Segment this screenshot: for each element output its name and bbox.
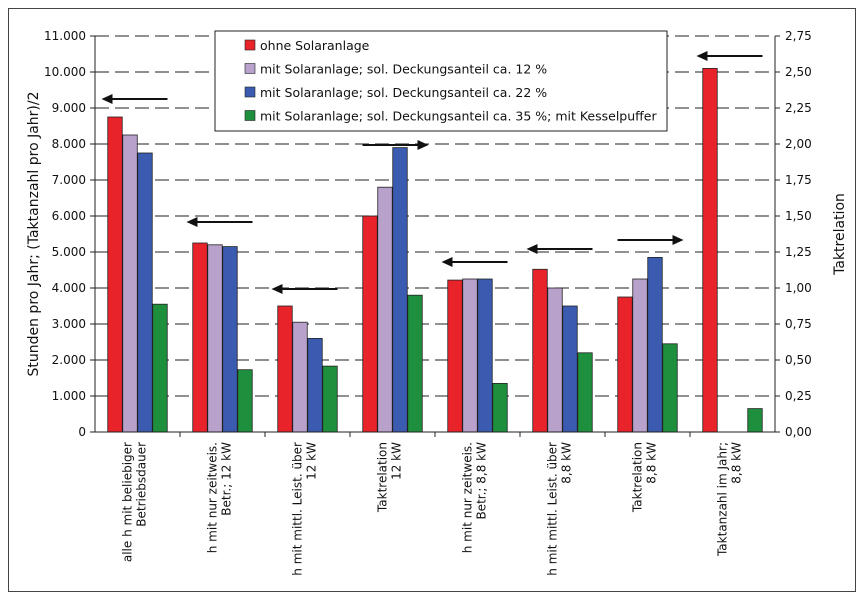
bar	[222, 246, 238, 433]
y2-tick-label: 0,75	[785, 317, 812, 331]
bars	[107, 68, 763, 433]
legend-swatch	[244, 39, 256, 51]
legend-swatch	[244, 110, 256, 121]
axis-arrowhead	[696, 51, 708, 61]
y2-tick-label: 1,50	[785, 209, 812, 223]
y2-tick-label: 1,00	[785, 281, 812, 295]
bar	[617, 296, 633, 433]
y2-tick-label: 1,25	[785, 245, 812, 259]
bar	[632, 278, 648, 433]
bar	[662, 343, 678, 433]
axis-arrowhead	[441, 257, 453, 267]
bar	[237, 369, 253, 433]
x-tick-label: h mit nur zeitweis.	[206, 442, 220, 553]
y-tick-label: 10.000	[44, 65, 86, 79]
legend-label: ohne Solaranlage	[260, 38, 370, 53]
x-tick-label: 8,8 kW	[560, 442, 574, 484]
bar	[547, 287, 563, 433]
x-tick-label: Taktrelation	[376, 442, 390, 513]
legend-label: mit Solaranlage; sol. Deckungsanteil ca.…	[260, 62, 547, 77]
axis-arrowhead	[672, 235, 684, 245]
bar	[702, 68, 718, 433]
y2-tick-label: 2,50	[785, 65, 812, 79]
y-tick-label: 3.000	[52, 317, 86, 331]
x-tick-label: h mit mittl. Leist. über	[546, 442, 560, 576]
y-tick-label: 2.000	[52, 353, 86, 367]
bar	[107, 116, 123, 433]
y-tick-label: 7.000	[52, 173, 86, 187]
y2-tick-label: 2,75	[785, 29, 812, 43]
bar	[377, 186, 393, 433]
x-tick-label: Betr.; 12 kW	[220, 442, 234, 516]
bar	[122, 134, 138, 433]
bar	[392, 147, 408, 433]
chart-frame: 0 1.000 2.000 3.000 4.000 5.000 6.000 7.000 8.00…	[8, 8, 856, 592]
x-tick-label: h mit nur zeitweis.	[461, 442, 475, 553]
legend-label: mit Solaranlage; sol. Deckungsanteil ca.…	[260, 85, 547, 100]
x-tick-label: 12 kW	[390, 442, 404, 480]
axis-arrowhead	[271, 284, 283, 294]
bar	[562, 305, 578, 433]
legend: ohne Solaranlage mit Solaranlage; sol. De…	[214, 30, 668, 132]
legend-swatch	[244, 63, 256, 74]
legend-box	[214, 30, 668, 132]
x-tick-label: Betriebsdauer	[135, 442, 149, 527]
chart-svg: 0 1.000 2.000 3.000 4.000 5.000 6.000 7.000 8.00…	[26, 29, 848, 576]
axis-arrowhead	[526, 244, 538, 254]
bar	[307, 337, 323, 433]
bar	[447, 279, 463, 433]
axis-arrows	[101, 51, 763, 294]
y2-tick-label: 1,75	[785, 173, 812, 187]
bar	[492, 382, 508, 433]
y2-tick-label: 2,00	[785, 137, 812, 151]
y-tick-label: 4.000	[52, 281, 86, 295]
x-tick-label: 12 kW	[305, 442, 319, 480]
bar	[277, 305, 293, 433]
bar	[207, 244, 223, 433]
bar	[152, 303, 168, 433]
bar	[647, 256, 663, 433]
y-tick-label: 5.000	[52, 245, 86, 259]
bar	[477, 278, 493, 433]
bar	[137, 152, 153, 433]
y-tick-label: 11.000	[44, 29, 86, 43]
x-tick-labels: alle h mit beliebiger Betriebsdauer h mit …	[121, 442, 744, 576]
x-tick-label: Taktrelation	[631, 442, 645, 513]
bar	[577, 352, 593, 433]
y-tick-label: 9.000	[52, 101, 86, 115]
x-tick-label: Taktanzahl im Jahr;	[716, 442, 730, 557]
bar	[362, 215, 378, 433]
y-tick-label: 1.000	[52, 389, 86, 403]
bar	[532, 268, 548, 433]
bar	[322, 365, 338, 433]
y-tick-label: 6.000	[52, 209, 86, 223]
axes: 0 1.000 2.000 3.000 4.000 5.000 6.000 7.000 8.00…	[44, 29, 812, 439]
axis-arrowhead	[417, 140, 429, 150]
bar	[747, 408, 763, 433]
x-tick-label: alle h mit beliebiger	[121, 442, 135, 562]
y2-tick-label: 0,25	[785, 389, 812, 403]
y-axis-label: Stunden pro Jahr; (Taktanzahl pro Jahr)/…	[26, 91, 42, 376]
x-tick-label: h mit mittl. Leist. über	[291, 442, 305, 576]
x-tick-label: Betr.; 8,8 kW	[475, 442, 489, 520]
axis-arrowhead	[186, 217, 198, 227]
legend-label: mit Solaranlage; sol. Deckungsanteil ca.…	[260, 109, 657, 124]
y2-tick-label: 2,25	[785, 101, 812, 115]
bar	[462, 278, 478, 433]
x-tick-label: 8,8 kW	[730, 442, 744, 484]
x-tick-label: 8,8 kW	[645, 442, 659, 484]
y2-tick-label: 0,50	[785, 353, 812, 367]
bar	[407, 294, 423, 433]
legend-swatch	[244, 86, 256, 98]
bar	[192, 242, 208, 433]
y2-tick-label: 0,00	[785, 425, 812, 439]
y-tick-label: 8.000	[52, 137, 86, 151]
y-tick-label: 0	[78, 425, 86, 439]
bar	[292, 321, 308, 433]
y2-axis-label: Taktrelation	[832, 193, 848, 276]
axis-arrowhead	[101, 94, 113, 104]
